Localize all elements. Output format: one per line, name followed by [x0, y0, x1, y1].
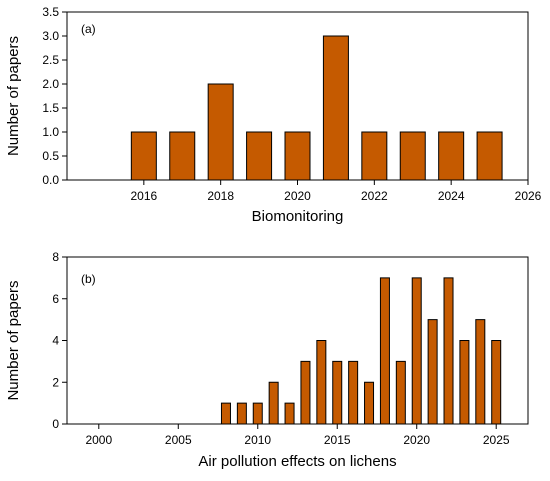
bar-2020 [411, 277, 422, 425]
y-tick-label: 0.5 [42, 149, 59, 163]
bar-2021 [322, 35, 349, 181]
y-tick-label: 2.0 [42, 77, 59, 91]
bar-2019 [395, 360, 406, 425]
bar-2024 [438, 131, 465, 181]
panel-a: 2016 2018 2020 2022 2024 2026 0.0 0.5 1.0 1.5 2.0… [5, 5, 542, 225]
bar-2021 [427, 319, 438, 425]
y-tick-label: 2 [52, 375, 59, 389]
y-tick-label: 3.0 [42, 29, 59, 43]
bar-2011 [268, 381, 279, 425]
panel-b: 2000 2005 2010 2015 2020 2025 0 2 4 6 8 (b) Air p… [5, 250, 529, 470]
bars [130, 35, 503, 181]
bar-2022 [361, 131, 388, 181]
x-tick-label: 2026 [515, 189, 542, 203]
bar-2023 [399, 131, 426, 181]
x-tick-label: 2025 [483, 433, 510, 447]
bar-2025 [491, 340, 502, 425]
panel-label: (b) [81, 272, 96, 286]
plot-area-frame [66, 256, 529, 425]
bar-2018 [207, 83, 234, 181]
x-tick-label: 2010 [244, 433, 271, 447]
y-axis-label: Number of papers [5, 36, 22, 156]
y-tick-label: 6 [52, 292, 59, 306]
y-tick-label: 0 [52, 417, 59, 431]
y-tick-label: 8 [52, 250, 59, 264]
bar-2023 [459, 340, 470, 425]
bar-2019 [246, 131, 273, 181]
x-tick-label: 2022 [361, 189, 388, 203]
bar-2015 [332, 360, 343, 425]
y-axis-ticks: 0 2 4 6 8 [52, 250, 67, 431]
bar-2017 [364, 381, 375, 425]
x-tick-label: 2024 [438, 189, 465, 203]
bar-2018 [379, 277, 390, 425]
x-tick-label: 2020 [284, 189, 311, 203]
bar-2010 [252, 402, 263, 425]
x-tick-label: 2016 [130, 189, 157, 203]
y-tick-label: 2.5 [42, 53, 59, 67]
x-axis-label: Biomonitoring [252, 208, 344, 225]
panel-label: (a) [81, 22, 96, 36]
x-tick-label: 2005 [165, 433, 192, 447]
x-axis-ticks: 2000 2005 2010 2015 2020 2025 [85, 424, 510, 447]
bar-2022 [443, 277, 454, 425]
bar-2016 [348, 360, 359, 425]
bar-2013 [300, 360, 311, 425]
y-tick-label: 1.5 [42, 101, 59, 115]
x-tick-label: 2020 [403, 433, 430, 447]
x-tick-label: 2015 [324, 433, 351, 447]
bar-2025 [476, 131, 503, 181]
x-axis-label: Air pollution effects on lichens [198, 453, 396, 470]
bars [220, 277, 502, 425]
y-tick-label: 3.5 [42, 5, 59, 19]
x-axis-ticks: 2016 2018 2020 2022 2024 2026 [130, 180, 542, 203]
y-tick-label: 4 [52, 334, 59, 348]
bar-2009 [236, 402, 247, 425]
bar-2012 [284, 402, 295, 425]
y-axis-ticks: 0.0 0.5 1.0 1.5 2.0 2.5 3.0 3.5 [42, 5, 67, 187]
bar-2014 [316, 340, 327, 425]
bar-2017 [169, 131, 196, 181]
bar-2016 [130, 131, 157, 181]
x-tick-label: 2000 [85, 433, 112, 447]
y-axis-label: Number of papers [5, 280, 22, 400]
y-tick-label: 0.0 [42, 173, 59, 187]
x-tick-label: 2018 [207, 189, 234, 203]
y-tick-label: 1.0 [42, 125, 59, 139]
bar-2008 [220, 402, 231, 425]
bar-2020 [284, 131, 311, 181]
bar-2024 [475, 319, 486, 425]
